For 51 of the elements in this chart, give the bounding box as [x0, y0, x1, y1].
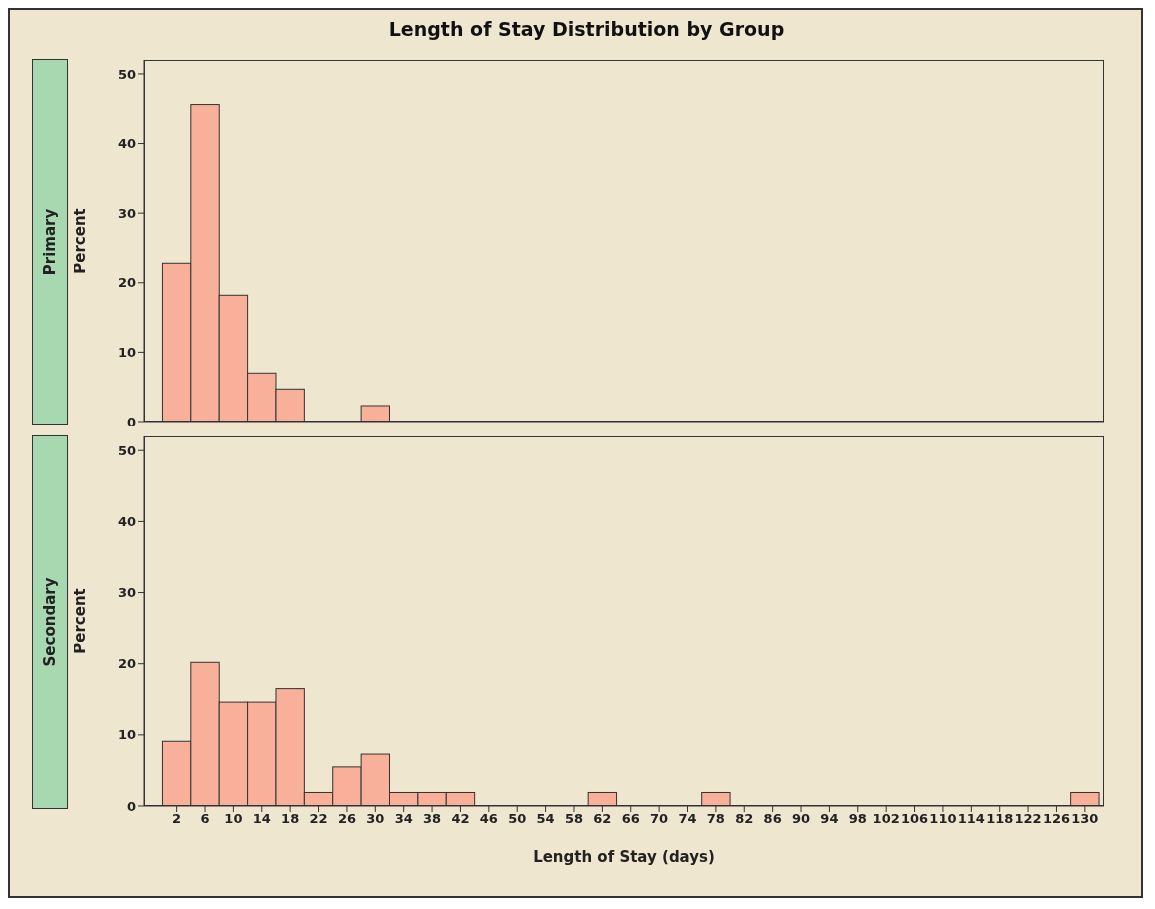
x-tick-label: 66 — [621, 811, 640, 827]
y-tick-label: 10 — [117, 727, 136, 743]
x-tick-label: 106 — [900, 811, 929, 827]
x-tick-label: 38 — [423, 811, 442, 827]
x-tick-label: 30 — [366, 811, 385, 827]
x-tick-label: 62 — [593, 811, 612, 827]
y-tick-label: 40 — [117, 514, 136, 529]
y-tick-label: 50 — [117, 66, 136, 82]
x-tick-label: 10 — [224, 811, 243, 827]
x-tick-label: 14 — [252, 811, 271, 827]
x-tick-label: 18 — [281, 811, 300, 827]
x-tick-label: 22 — [309, 811, 328, 827]
x-tick-label: 94 — [820, 811, 839, 827]
y-tick-label: 30 — [117, 585, 136, 601]
x-tick-label: 82 — [735, 811, 754, 827]
chart-title: Length of Stay Distribution by Group — [387, 18, 786, 42]
x-tick-label: 98 — [848, 811, 867, 827]
y-tick-label: 20 — [117, 656, 136, 672]
y-axis-title: Percent — [71, 588, 90, 654]
x-tick-label: 34 — [394, 811, 413, 827]
y-tick-label: 0 — [126, 798, 136, 814]
y-tick-label: 30 — [117, 205, 136, 221]
x-tick-label: 126 — [1042, 811, 1071, 827]
x-axis-title: Length of Stay (days) — [533, 848, 715, 866]
x-tick-label: 118 — [986, 811, 1014, 827]
y-tick-label: 10 — [117, 345, 136, 360]
text: Secondary — [41, 577, 60, 667]
x-tick-label: 46 — [479, 811, 498, 827]
text: Primary — [41, 208, 59, 276]
x-tick-label: 2 — [172, 811, 182, 827]
x-tick-label: 110 — [929, 811, 957, 827]
y-axis-title: Percent — [71, 208, 90, 274]
x-tick-label: 42 — [451, 811, 470, 827]
x-tick-label: 86 — [763, 811, 782, 827]
x-tick-label: 54 — [536, 811, 555, 827]
x-tick-label: 50 — [508, 811, 527, 827]
y-tick-label: 40 — [117, 136, 136, 152]
x-tick-label: 90 — [791, 811, 811, 827]
y-tick-label: 50 — [117, 442, 136, 458]
x-tick-label: 26 — [337, 811, 356, 827]
y-tick-label: 20 — [117, 275, 136, 291]
x-tick-label: 74 — [678, 811, 697, 827]
x-tick-label: 70 — [650, 811, 669, 827]
x-tick-label: 114 — [957, 811, 985, 827]
x-tick-label: 102 — [872, 811, 900, 827]
y-tick-label: 0 — [126, 414, 136, 430]
x-tick-label: 130 — [1071, 811, 1099, 827]
x-tick-label: 58 — [564, 811, 584, 827]
x-tick-label: 122 — [1014, 811, 1042, 827]
x-tick-label: 78 — [706, 811, 725, 827]
x-tick-label: 6 — [200, 811, 210, 827]
